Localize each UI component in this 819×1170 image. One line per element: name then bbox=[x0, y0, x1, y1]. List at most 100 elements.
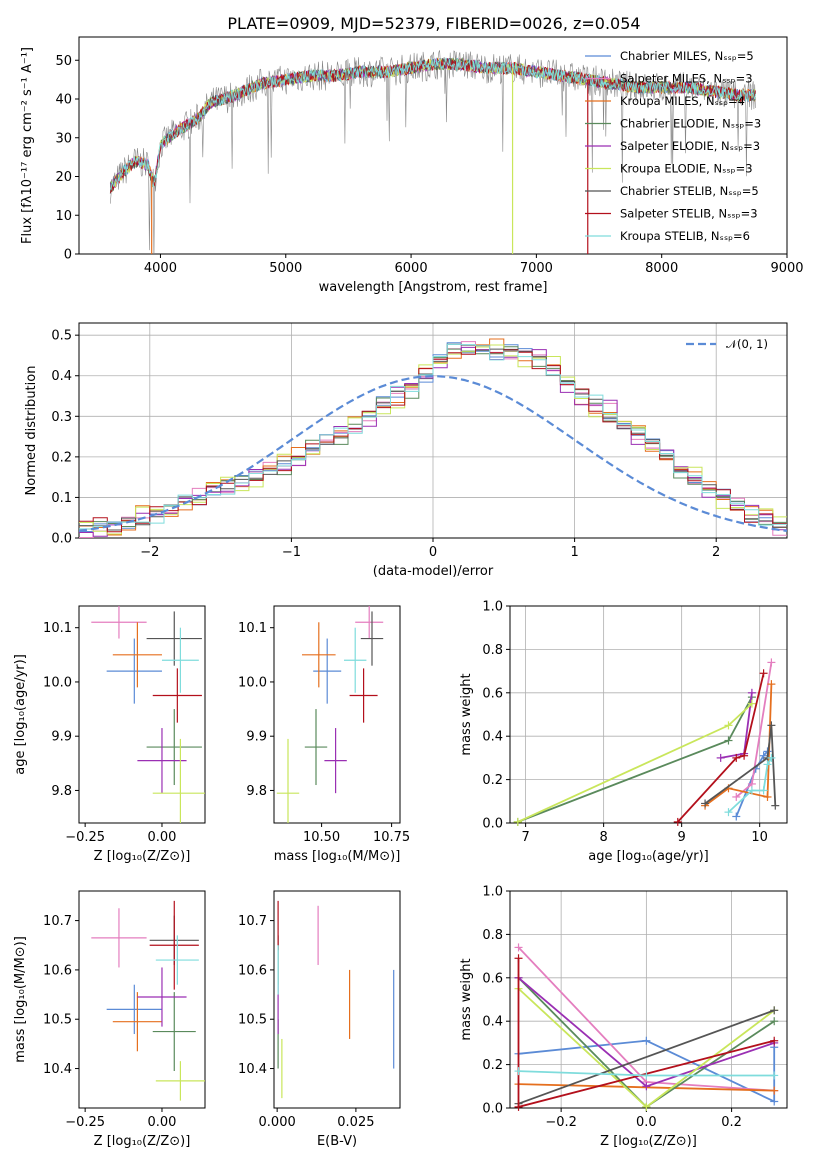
salpeter-stelib-errorbar bbox=[152, 668, 202, 723]
x-tick-label: −0.25 bbox=[65, 830, 105, 845]
x-tick-label: 7000 bbox=[520, 261, 553, 276]
chabrier-miles-errorbar bbox=[313, 638, 342, 704]
age-vs-Z-axes: −0.25 0.00 9.8 9.9 10.0 10.1 Z [log₁₀(Z/Z⊙)] ag… bbox=[13, 605, 206, 864]
x-axis-label: wavelength [Angstrom, rest frame] bbox=[319, 280, 548, 295]
x-tick-label: 6000 bbox=[395, 261, 428, 276]
chabrier-stelib-errorbar bbox=[146, 611, 202, 666]
weight-vs-age-lines bbox=[513, 658, 780, 826]
legend-entry: Chabrier MILES, Nₛₛₚ=5 bbox=[620, 49, 754, 63]
chabrier-elodie-errorbar bbox=[146, 709, 202, 786]
salpeter-elodie-errorbar bbox=[137, 967, 187, 1027]
y-tick-label: 40 bbox=[55, 93, 72, 108]
kroupa-stelib-spectrum-line bbox=[110, 57, 756, 191]
salpeter-miles-errorbar bbox=[355, 606, 384, 639]
y-tick-label: 10.1 bbox=[43, 621, 72, 636]
x-tick-label: 8000 bbox=[645, 261, 678, 276]
y-tick-label: 0.6 bbox=[482, 971, 503, 986]
y-tick-label: 10.0 bbox=[43, 675, 72, 690]
axes-frame bbox=[78, 890, 206, 1109]
y-tick-label: 10.7 bbox=[43, 914, 72, 929]
normal-distribution-curve bbox=[79, 375, 787, 532]
salpeter-elodie-errorbar bbox=[137, 728, 187, 794]
chabrier-stelib-errorbar bbox=[360, 611, 384, 666]
x-tick-label: 10.75 bbox=[373, 830, 410, 845]
x-tick-label: 0.000 bbox=[259, 1115, 296, 1130]
kroupa-stelib-errorbar bbox=[155, 935, 199, 985]
kroupa-elodie-errorbar bbox=[276, 738, 300, 823]
kroupa-miles-errorbar bbox=[112, 622, 162, 688]
x-tick-label: 0.00 bbox=[147, 1115, 176, 1130]
y-tick-label: 0.4 bbox=[482, 730, 503, 745]
x-tick-label: −2 bbox=[140, 545, 159, 560]
y-tick-label: 0.0 bbox=[482, 1102, 503, 1117]
x-tick-label: 0 bbox=[429, 545, 437, 560]
chabrier-miles-errorbar bbox=[106, 638, 162, 704]
x-tick-label: −0.25 bbox=[65, 1115, 105, 1130]
x-axis-label: Z [log₁₀(Z/Z⊙)] bbox=[94, 849, 191, 864]
x-tick-label: 0.2 bbox=[721, 1115, 742, 1130]
mass-vs-Z-points bbox=[91, 900, 205, 1101]
observed-spectrum-line bbox=[110, 50, 756, 254]
salpeter-stelib-weight-line bbox=[673, 669, 768, 826]
age-vs-mass-axes: 10.50 10.75 9.8 9.9 10.0 10.1 mass [log₁₀(M/M⊙… bbox=[238, 605, 410, 864]
mass-vs-EBV-axes: 0.000 0.025 10.4 10.5 10.6 10.7 E(B-V) bbox=[238, 890, 401, 1149]
axes-frame bbox=[273, 605, 401, 824]
y-tick-label: 0.4 bbox=[482, 1015, 503, 1030]
y-tick-label: 10.0 bbox=[238, 675, 267, 690]
legend-entry: Kroupa MILES, Nₛₛₚ=4 bbox=[620, 94, 745, 108]
y-tick-label: 9.9 bbox=[51, 730, 72, 745]
x-tick-label: 9000 bbox=[770, 261, 803, 276]
x-tick-label: −1 bbox=[282, 545, 301, 560]
spectrum-lines bbox=[109, 50, 756, 254]
y-tick-label: 0 bbox=[64, 248, 72, 263]
x-tick-label: 4000 bbox=[144, 261, 177, 276]
y-tick-label: 9.8 bbox=[51, 784, 72, 799]
mass-vs-Z-axes: −0.25 0.00 10.4 10.5 10.6 10.7 Z [log₁₀(Z/Z⊙)]… bbox=[13, 890, 206, 1149]
age-vs-mass-points bbox=[276, 606, 384, 823]
y-axis-label: Normed distribution bbox=[24, 366, 39, 496]
salpeter-miles-errorbar bbox=[91, 606, 147, 639]
x-tick-label: 0.025 bbox=[337, 1115, 374, 1130]
y-tick-label: 10.5 bbox=[43, 1013, 72, 1028]
y-tick-label: 0.2 bbox=[482, 773, 503, 788]
y-tick-label: 1.0 bbox=[482, 600, 503, 615]
chabrier-elodie-errorbar bbox=[304, 709, 328, 786]
chabrier-elodie-errorbar bbox=[152, 992, 196, 1072]
y-tick-label: 0.1 bbox=[51, 491, 72, 506]
kroupa-elodie-weight-line bbox=[513, 699, 756, 826]
x-tick-label: −0.2 bbox=[545, 1115, 577, 1130]
y-axis-label: age [log₁₀(age/yr)] bbox=[13, 654, 28, 775]
y-tick-label: 0.8 bbox=[482, 928, 503, 943]
chabrier-miles-errorbar bbox=[106, 984, 162, 1035]
axes-frame bbox=[78, 322, 788, 539]
y-tick-label: 10.5 bbox=[238, 1013, 267, 1028]
y-tick-label: 10 bbox=[55, 209, 72, 224]
kroupa-stelib-weight-line bbox=[514, 1067, 779, 1080]
y-axis-label: mass weight bbox=[459, 673, 474, 755]
x-axis-label: E(B-V) bbox=[317, 1134, 357, 1149]
kroupa-elodie-errorbar bbox=[152, 738, 205, 823]
kroupa-miles-errorbar bbox=[112, 992, 162, 1052]
spectrum-axes: 4000 5000 6000 7000 8000 9000 0 10 20 30 40 50 wavel… bbox=[20, 36, 804, 295]
salpeter-stelib-errorbar bbox=[349, 668, 378, 723]
legend-entry: Chabrier STELIB, Nₛₛₚ=5 bbox=[620, 184, 759, 198]
kroupa-stelib-errorbar bbox=[344, 627, 367, 693]
y-tick-label: 10.4 bbox=[238, 1062, 267, 1077]
y-axis-label: Flux [fλ10⁻¹⁷ erg cm⁻² s⁻¹ A⁻¹] bbox=[20, 47, 35, 244]
y-tick-label: 30 bbox=[55, 131, 72, 146]
x-axis-label: (data-model)/error bbox=[373, 564, 494, 579]
y-tick-label: 0.2 bbox=[482, 1058, 503, 1073]
x-axis-label: Z [log₁₀(Z/Z⊙)] bbox=[94, 1134, 191, 1149]
salpeter-miles-weight-line bbox=[732, 658, 776, 801]
y-tick-label: 9.9 bbox=[246, 730, 267, 745]
y-tick-label: 10.6 bbox=[43, 963, 72, 978]
x-axis-label: Z [log₁₀(Z/Z⊙)] bbox=[600, 1134, 697, 1149]
age-vs-Z-points bbox=[91, 606, 205, 823]
salpeter-elodie-errorbar bbox=[324, 728, 347, 794]
x-tick-label: 0.00 bbox=[147, 830, 176, 845]
y-tick-label: 0.0 bbox=[482, 817, 503, 832]
chabrier-elodie-weight-line bbox=[513, 693, 756, 826]
legend-entry: Salpeter MILES, Nₛₛₚ=3 bbox=[620, 72, 753, 86]
mass-vs-EBV-points bbox=[277, 900, 395, 1099]
